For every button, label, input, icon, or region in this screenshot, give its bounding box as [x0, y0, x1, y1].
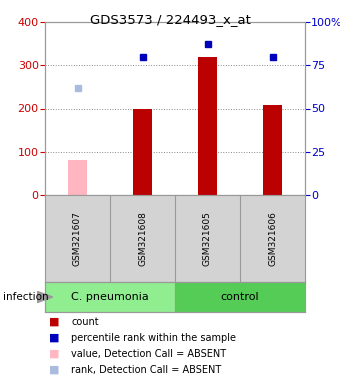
Text: ■: ■	[49, 349, 60, 359]
Bar	[133, 109, 152, 195]
Text: ■: ■	[49, 316, 60, 327]
Bar	[175, 282, 305, 312]
Polygon shape	[37, 291, 53, 303]
Text: rank, Detection Call = ABSENT: rank, Detection Call = ABSENT	[71, 365, 222, 375]
Text: percentile rank within the sample: percentile rank within the sample	[71, 333, 236, 343]
Bar	[198, 56, 217, 195]
Text: infection: infection	[3, 292, 49, 302]
Bar	[68, 161, 87, 195]
Text: GSM321605: GSM321605	[203, 211, 212, 266]
Text: GSM321608: GSM321608	[138, 211, 147, 266]
Text: GSM321607: GSM321607	[73, 211, 82, 266]
Text: GSM321606: GSM321606	[268, 211, 277, 266]
Text: count: count	[71, 316, 99, 327]
Text: control: control	[221, 292, 259, 302]
Text: value, Detection Call = ABSENT: value, Detection Call = ABSENT	[71, 349, 226, 359]
Bar	[45, 282, 175, 312]
Text: ■: ■	[49, 365, 60, 375]
Text: C. pneumonia: C. pneumonia	[71, 292, 149, 302]
Text: GDS3573 / 224493_x_at: GDS3573 / 224493_x_at	[89, 13, 251, 26]
Text: ■: ■	[49, 333, 60, 343]
Bar	[263, 105, 282, 195]
